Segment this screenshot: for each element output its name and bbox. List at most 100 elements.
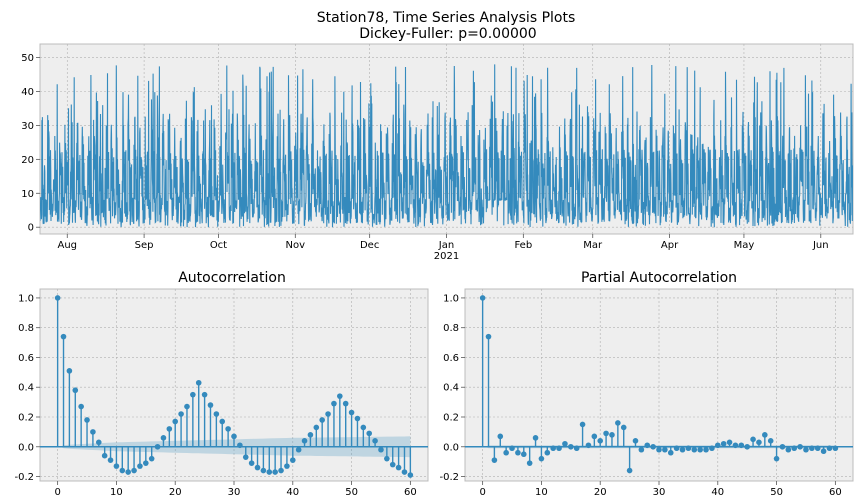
acf-panel: Autocorrelation -0.2 0.0 0.2 0.4 0.6 0.8 1.0 0 1… xyxy=(14,270,429,498)
ts-xtick-label: Oct xyxy=(210,240,227,251)
pacf-point-lag-55 xyxy=(803,446,809,453)
pacf-point-lag-39 xyxy=(709,445,715,452)
acf-point-lag-12 xyxy=(125,469,131,475)
pacf-point-lag-34 xyxy=(679,446,686,453)
pacf-point-lag-13 xyxy=(556,445,562,452)
ts-ytick-label: 40 xyxy=(21,87,34,98)
acf-point-lag-18 xyxy=(160,435,167,441)
pacf-point-lag-44 xyxy=(738,442,745,449)
pacf-ytick-label: 1.0 xyxy=(443,293,459,304)
ts-ytick-label: 0 xyxy=(28,223,34,234)
acf-point-lag-8 xyxy=(101,452,108,459)
pacf-point-lag-24 xyxy=(620,424,627,431)
pacf-point-lag-22 xyxy=(609,432,615,438)
ts-series-line xyxy=(40,64,853,228)
pacf-point-lag-43 xyxy=(732,442,739,449)
acf-point-lag-57 xyxy=(389,461,396,468)
acf-xtick-label: 20 xyxy=(169,487,182,498)
ts-xtick-label: Sep xyxy=(135,240,154,251)
pacf-xtick-label: 40 xyxy=(711,487,724,498)
acf-point-lag-25 xyxy=(201,391,208,398)
pacf-point-lag-8 xyxy=(526,460,533,466)
ts-xtick-label: Aug xyxy=(57,240,77,251)
pacf-point-lag-49 xyxy=(767,438,774,444)
acf-point-lag-14 xyxy=(137,463,143,469)
acf-point-lag-5 xyxy=(84,417,90,423)
pacf-point-lag-56 xyxy=(809,445,815,452)
acf-point-lag-59 xyxy=(401,469,408,475)
ts-xtick-label: Nov xyxy=(286,240,306,251)
acf-point-lag-46 xyxy=(325,411,331,417)
acf-point-lag-2 xyxy=(66,368,73,374)
pacf-point-lag-5 xyxy=(509,445,515,452)
acf-point-lag-21 xyxy=(178,411,184,417)
acf-point-lag-9 xyxy=(107,457,114,463)
pacf-point-lag-33 xyxy=(673,445,680,452)
acf-point-lag-29 xyxy=(225,426,231,432)
acf-point-lag-24 xyxy=(195,379,202,386)
pacf-point-lag-19 xyxy=(591,433,598,440)
pacf-point-lag-31 xyxy=(662,446,668,453)
pacf-point-lag-28 xyxy=(644,442,651,449)
pacf-point-lag-37 xyxy=(697,446,703,453)
acf-point-lag-10 xyxy=(113,463,120,469)
pacf-point-lag-41 xyxy=(720,440,727,447)
acf-point-lag-55 xyxy=(378,446,384,453)
acf-point-lag-51 xyxy=(354,415,361,422)
acf-ytick-label: 0.2 xyxy=(18,413,34,424)
ts-ytick-label: 10 xyxy=(21,189,34,200)
acf-point-lag-52 xyxy=(360,424,367,431)
acf-point-lag-30 xyxy=(231,433,237,440)
ts-xtick-label: Dec xyxy=(360,240,379,251)
pacf-ytick-label: 0.4 xyxy=(443,383,459,394)
pacf-ytick-label: -0.2 xyxy=(439,472,459,483)
pacf-point-lag-2 xyxy=(491,457,498,463)
ts-xtick-label: Jan xyxy=(438,240,454,251)
pacf-point-lag-20 xyxy=(597,438,604,444)
acf-point-lag-16 xyxy=(148,455,155,462)
ts-xtick-label: May xyxy=(734,240,755,251)
pacf-point-lag-47 xyxy=(756,439,762,446)
pacf-point-lag-27 xyxy=(638,446,645,453)
acf-point-lag-3 xyxy=(72,387,79,394)
pacf-point-lag-26 xyxy=(632,438,639,444)
pacf-ytick-label: 0.8 xyxy=(443,323,459,334)
pacf-point-lag-9 xyxy=(532,435,539,441)
acf-xtick-label: 30 xyxy=(228,487,241,498)
acf-xtick-label: 10 xyxy=(110,487,123,498)
pacf-point-lag-0 xyxy=(479,295,486,301)
acf-point-lag-15 xyxy=(143,460,149,466)
pacf-ytick-label: 0.2 xyxy=(443,413,459,424)
pacf-point-lag-45 xyxy=(744,443,750,450)
pacf-point-lag-48 xyxy=(762,432,768,438)
pacf-point-lag-25 xyxy=(626,467,633,474)
figure-title-line1: Station78, Time Series Analysis Plots xyxy=(317,10,576,26)
ts-xtick-label: Mar xyxy=(583,240,603,251)
acf-point-lag-4 xyxy=(78,403,84,410)
pacf-panel: Partial Autocorrelation -0.2 0.0 0.2 0.4 0.6… xyxy=(439,270,854,498)
pacf-point-lag-53 xyxy=(791,445,798,452)
pacf-xtick-label: 60 xyxy=(829,487,842,498)
acf-point-lag-11 xyxy=(119,467,126,474)
pacf-title: Partial Autocorrelation xyxy=(581,270,737,286)
pacf-point-lag-15 xyxy=(568,443,574,450)
ts-ytick-label: 50 xyxy=(21,53,34,64)
acf-point-lag-54 xyxy=(372,438,378,444)
acf-point-lag-56 xyxy=(384,455,390,462)
acf-point-lag-22 xyxy=(184,403,190,410)
pacf-xtick-label: 10 xyxy=(535,487,548,498)
pacf-point-lag-29 xyxy=(650,443,656,450)
pacf-point-lag-60 xyxy=(832,445,839,452)
pacf-xtick-label: 50 xyxy=(770,487,783,498)
pacf-point-lag-7 xyxy=(520,451,527,458)
pacf-point-lag-36 xyxy=(691,446,698,453)
acf-point-lag-38 xyxy=(278,467,284,474)
acf-point-lag-53 xyxy=(366,430,373,437)
pacf-point-lag-4 xyxy=(503,449,509,456)
pacf-point-lag-51 xyxy=(779,443,786,450)
pacf-ytick-label: 0.0 xyxy=(443,442,459,453)
ts-xtick-label: Jun xyxy=(812,240,829,251)
acf-point-lag-6 xyxy=(90,429,96,435)
acf-point-lag-35 xyxy=(260,467,267,474)
acf-point-lag-34 xyxy=(254,464,261,471)
